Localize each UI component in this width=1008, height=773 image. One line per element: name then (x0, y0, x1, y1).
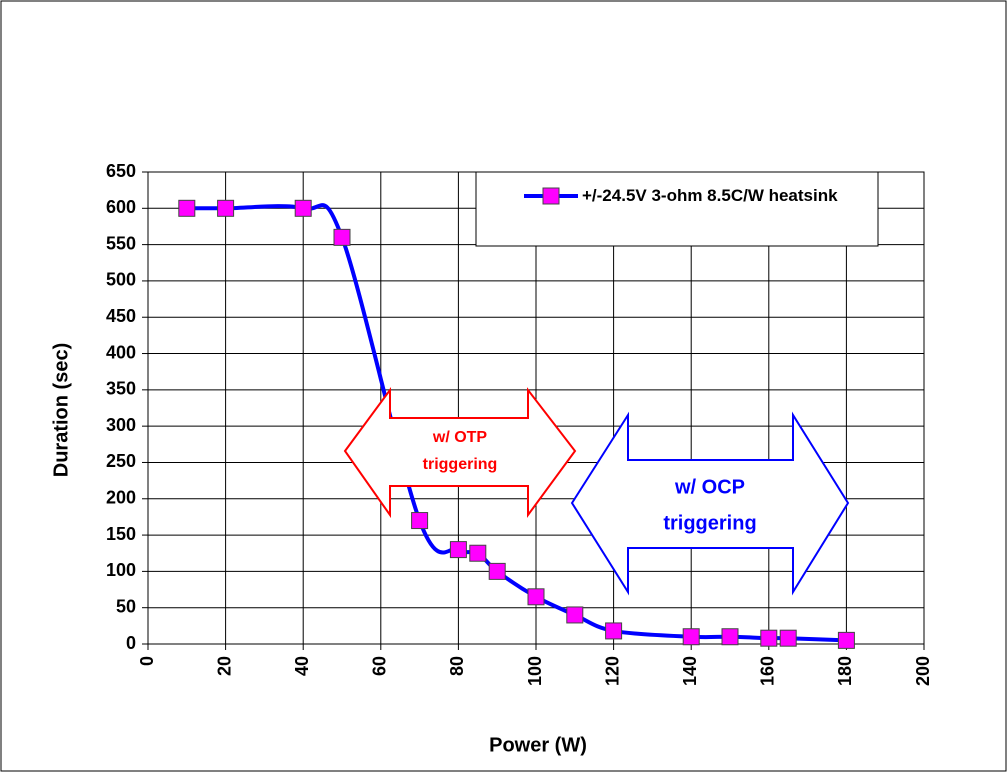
y-tick-label: 500 (106, 270, 136, 290)
marker (605, 622, 623, 640)
x-tick-label: 60 (370, 656, 390, 676)
annotation: triggering (663, 512, 756, 534)
x-tick-label: 120 (602, 656, 622, 686)
y-tick-label: 150 (106, 524, 136, 544)
x-tick-label: 100 (525, 656, 545, 686)
legend-box (475, 171, 879, 247)
y-tick-label: 400 (106, 342, 136, 362)
otp-arrow (343, 386, 577, 519)
marker (837, 631, 855, 649)
legend-marker (542, 187, 560, 205)
x-tick-label: 140 (680, 656, 700, 686)
marker (449, 541, 467, 559)
marker (721, 628, 739, 646)
x-tick-label: 40 (292, 656, 312, 676)
marker (178, 199, 196, 217)
annotation: w/ OTP (432, 429, 488, 446)
legend-label: +/-24.5V 3-ohm 8.5C/W heatsink (582, 186, 838, 205)
x-axis-title: Power (W) (489, 734, 587, 756)
marker (682, 628, 700, 646)
y-tick-label: 350 (106, 379, 136, 399)
marker (779, 629, 797, 647)
x-tick-label: 160 (758, 656, 778, 686)
y-tick-label: 650 (106, 161, 136, 181)
marker (411, 512, 429, 530)
x-tick-label: 180 (835, 656, 855, 686)
x-tick-label: 20 (214, 656, 234, 676)
y-tick-label: 250 (106, 451, 136, 471)
annotation: w/ OCP (674, 476, 745, 498)
marker (760, 629, 778, 647)
y-tick-label: 50 (116, 596, 136, 616)
marker (333, 228, 351, 246)
marker (469, 544, 487, 562)
y-tick-label: 300 (106, 415, 136, 435)
ocp-arrow (570, 411, 850, 596)
marker (294, 199, 312, 217)
y-tick-label: 450 (106, 306, 136, 326)
y-tick-label: 100 (106, 560, 136, 580)
marker (566, 606, 584, 624)
marker (217, 199, 235, 217)
x-tick-label: 0 (137, 656, 157, 666)
y-tick-label: 550 (106, 233, 136, 253)
x-tick-label: 80 (447, 656, 467, 676)
marker (527, 588, 545, 606)
y-axis-title: Duration (sec) (50, 343, 72, 477)
annotation: triggering (423, 456, 498, 473)
y-tick-label: 200 (106, 488, 136, 508)
marker (488, 562, 506, 580)
y-tick-label: 0 (126, 633, 136, 653)
y-tick-label: 600 (106, 197, 136, 217)
x-tick-label: 200 (913, 656, 933, 686)
